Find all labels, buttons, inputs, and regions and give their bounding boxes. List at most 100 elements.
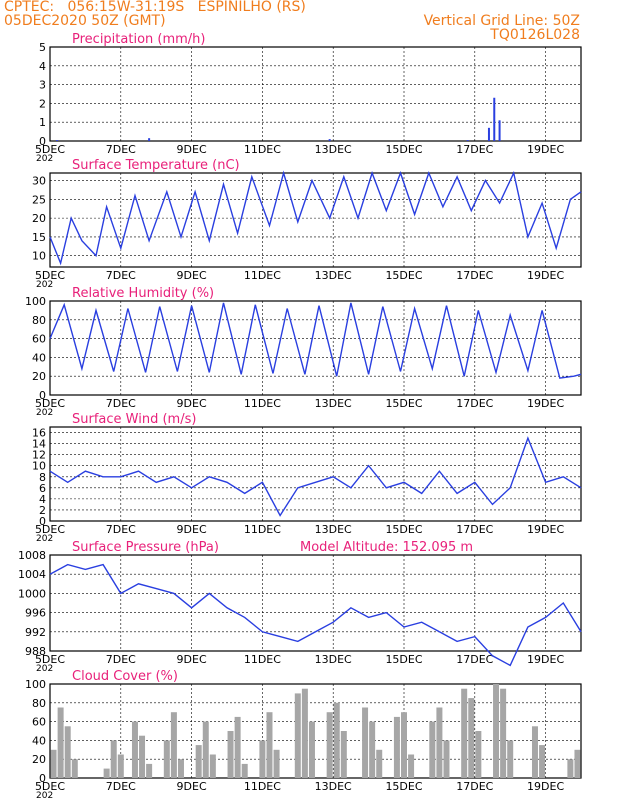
data-bar	[376, 749, 383, 778]
y-tick-label: 6	[39, 482, 46, 495]
data-bar	[241, 763, 248, 778]
data-bar	[468, 698, 475, 778]
data-bar	[273, 749, 280, 778]
y-tick-label: 1008	[18, 549, 46, 562]
x-tick-label: 13DEC	[315, 653, 352, 666]
data-bar	[393, 716, 400, 778]
x-tick-label: 15DEC	[385, 397, 422, 410]
chart-title: Cloud Cover (%)	[72, 669, 178, 684]
x-tick-label: 13DEC	[315, 269, 352, 282]
panel-2: 5DEC 7DEC 9DEC 11DEC 13DEC 15DEC 17DEC 19DEC202…	[25, 286, 582, 418]
x-tick-year: 202	[36, 664, 53, 674]
x-tick-year: 202	[36, 280, 53, 290]
panel-1: 5DEC 7DEC 9DEC 11DEC 13DEC 15DEC 17DEC 19DEC202…	[32, 158, 582, 290]
y-tick-label: 40	[32, 351, 46, 364]
data-bar	[227, 731, 234, 778]
y-tick-label: 20	[32, 753, 46, 766]
x-tick-label: 11DEC	[244, 523, 281, 536]
y-tick-label: 12	[32, 449, 46, 462]
x-tick-label: 17DEC	[456, 780, 493, 793]
x-tick-label: 11DEC	[244, 653, 281, 666]
y-tick-label: 2	[39, 97, 46, 110]
data-bar	[234, 716, 241, 778]
panel-5: 5DEC 7DEC 9DEC 11DEC 13DEC 15DEC 17DEC 19DEC202…	[25, 669, 582, 800]
y-tick-label: 0	[39, 389, 46, 402]
y-tick-label: 14	[32, 438, 46, 451]
data-bar	[195, 745, 202, 778]
data-bar	[493, 97, 496, 141]
y-tick-label: 10	[32, 250, 46, 263]
x-tick-label: 5DEC	[35, 269, 65, 282]
chart-title: Relative Humidity (%)	[72, 286, 214, 301]
y-tick-label: 1	[39, 116, 46, 129]
plot-frame	[49, 172, 582, 268]
y-tick-label: 0	[39, 515, 46, 528]
y-tick-label: 40	[32, 734, 46, 747]
panel-4: 5DEC 7DEC 9DEC 11DEC 13DEC 15DEC 17DEC 19DEC 202…	[18, 540, 582, 674]
x-tick-label: 15DEC	[385, 780, 422, 793]
data-bar	[266, 712, 273, 778]
panel-3: 5DEC 7DEC 9DEC 11DEC 13DEC 15DEC 17DEC 19DEC202…	[32, 412, 582, 544]
x-tick-label: 5DEC	[35, 397, 65, 410]
y-tick-label: 996	[25, 607, 46, 620]
chart-title: Surface Temperature (nC)	[72, 158, 240, 173]
x-tick-label: 17DEC	[456, 397, 493, 410]
x-tick-label: 5DEC	[35, 780, 65, 793]
y-tick-label: 10	[32, 460, 46, 473]
data-bar	[507, 740, 514, 778]
x-tick-label: 17DEC	[456, 143, 493, 156]
data-bar	[498, 120, 501, 141]
chart-subtitle: Model Altitude: 152.095 m	[300, 540, 473, 555]
data-bar	[117, 754, 124, 778]
chart-title: Surface Pressure (hPa)	[72, 540, 219, 555]
data-bar	[170, 712, 177, 778]
plot-frame	[49, 46, 582, 142]
y-tick-label: 0	[39, 135, 46, 148]
data-bar	[110, 740, 117, 778]
x-tick-label: 9DEC	[177, 653, 207, 666]
data-bar	[146, 763, 153, 778]
data-bar	[177, 759, 184, 778]
data-bar	[308, 721, 315, 778]
x-tick-label: 17DEC	[456, 653, 493, 666]
y-tick-label: 100	[25, 295, 46, 308]
y-tick-label: 100	[25, 678, 46, 691]
y-tick-label: 20	[32, 370, 46, 383]
y-tick-label: 3	[39, 79, 46, 92]
series-line	[49, 436, 582, 517]
y-tick-label: 25	[32, 193, 46, 206]
x-tick-label: 9DEC	[177, 397, 207, 410]
y-tick-label: 2	[39, 504, 46, 517]
data-bar	[148, 138, 151, 141]
x-tick-label: 19DEC	[527, 653, 564, 666]
y-tick-label: 15	[32, 231, 46, 244]
plot-frame	[49, 554, 582, 652]
x-tick-label: 11DEC	[244, 397, 281, 410]
x-tick-label: 7DEC	[106, 653, 136, 666]
x-tick-label: 13DEC	[315, 523, 352, 536]
data-bar	[443, 740, 450, 778]
x-tick-label: 19DEC	[527, 523, 564, 536]
x-tick-label: 7DEC	[106, 780, 136, 793]
y-tick-label: 0	[39, 772, 46, 785]
data-bar	[567, 759, 574, 778]
data-bar	[326, 712, 333, 778]
data-bar	[131, 721, 138, 778]
data-bar	[531, 726, 538, 778]
data-bar	[50, 749, 57, 778]
x-tick-label: 19DEC	[527, 143, 564, 156]
x-tick-label: 19DEC	[527, 780, 564, 793]
x-tick-label: 5DEC	[35, 523, 65, 536]
chart-title: Surface Wind (m/s)	[72, 412, 196, 427]
data-bar	[163, 740, 170, 778]
data-bar	[294, 693, 301, 778]
y-tick-label: 988	[25, 645, 46, 658]
x-tick-label: 9DEC	[177, 523, 207, 536]
x-tick-label: 11DEC	[244, 780, 281, 793]
data-bar	[71, 759, 78, 778]
data-bar	[333, 702, 340, 778]
x-tick-label: 15DEC	[385, 143, 422, 156]
data-bar	[301, 688, 308, 778]
series-line	[49, 563, 582, 667]
